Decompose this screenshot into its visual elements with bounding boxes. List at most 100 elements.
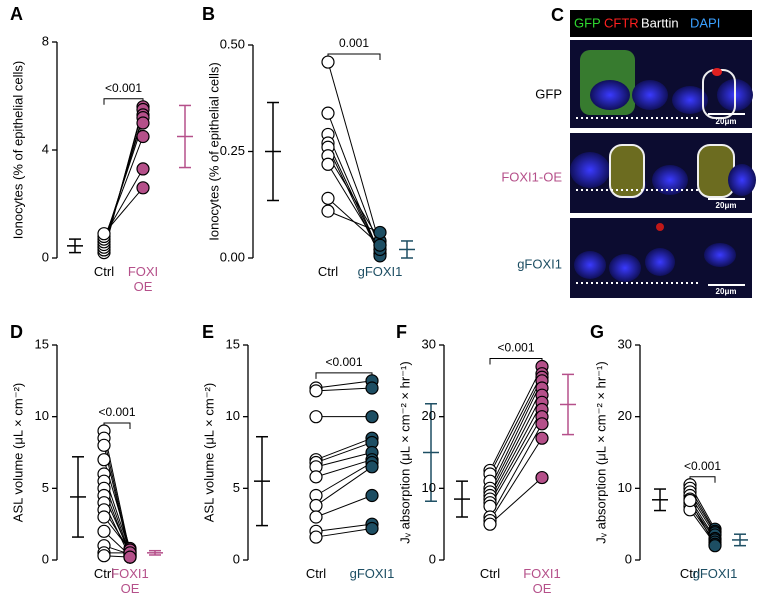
treated-point [535, 431, 549, 445]
treated-point [365, 381, 379, 395]
y-tick-label: 5 [233, 480, 240, 495]
pair-line [315, 380, 373, 389]
treated-point [136, 129, 150, 144]
treated-point [136, 181, 150, 195]
pair-line [489, 394, 543, 496]
y-tick-label: 10 [422, 480, 436, 495]
ctrl-point [309, 510, 323, 524]
pair-line [315, 387, 373, 392]
legend-item: Barttin [641, 15, 679, 30]
pair-line [489, 377, 543, 482]
p-value: <0.001 [684, 459, 721, 473]
pair-line [315, 523, 373, 532]
significance-bracket [489, 358, 543, 365]
y-axis-label: ASL volume (μL × cm⁻²) [10, 383, 25, 522]
treated-point [365, 488, 379, 503]
ctrl-point [309, 410, 323, 424]
x-tick-label: gFOXI1 [349, 566, 395, 581]
cells [570, 50, 756, 282]
treated-point [535, 470, 549, 485]
x-tick-label: Ctrl [93, 566, 115, 581]
pair-line [315, 437, 373, 461]
p-value: <0.001 [105, 81, 142, 95]
pair-line [327, 210, 381, 233]
y-tick-label: 8 [42, 33, 49, 48]
legend-bar [570, 10, 752, 37]
ctrl-point [97, 453, 111, 467]
ctrl-point [321, 106, 335, 120]
panel-letter: B [202, 4, 215, 24]
treated-point [535, 417, 549, 431]
ctrl-point [309, 530, 323, 544]
y-tick-label: 30 [422, 336, 436, 351]
panel-letter: E [202, 322, 214, 342]
scale-bar-label: 20μm [716, 117, 737, 126]
pair-line [315, 452, 373, 468]
pair-line [315, 495, 373, 518]
row-label: GFP [535, 86, 562, 101]
ctrl-point [97, 510, 111, 524]
y-tick-label: 10 [35, 408, 49, 423]
y-axis-label: Ionocytes (% of epithelial cells) [206, 62, 221, 240]
pair-line [315, 441, 373, 464]
x-tick-label: Ctrl [93, 264, 115, 279]
y-tick-label: 0.25 [220, 143, 245, 158]
pair-line [315, 459, 373, 478]
y-tick-label: 4 [42, 141, 49, 156]
ctrl-point [309, 384, 323, 398]
x-tick-label: Ctrl [479, 566, 501, 581]
ctrl-point [321, 157, 335, 171]
pair-line [327, 134, 381, 254]
legend-item: CFTR [604, 15, 639, 30]
y-tick-label: 10 [226, 408, 240, 423]
y-tick-label: 0 [42, 551, 49, 566]
treated-point [365, 460, 379, 474]
y-tick-label: 10 [618, 480, 632, 495]
significance-bracket [315, 372, 373, 379]
pair-line [489, 373, 543, 475]
p-value: <0.001 [325, 355, 362, 369]
pair-line [103, 136, 144, 240]
treated-point [136, 116, 150, 130]
ctrl-point [309, 498, 323, 513]
y-tick-label: 15 [226, 336, 240, 351]
panel-letter: C [551, 5, 564, 25]
y-axis-label: Jᵥ absorption (μL × cm⁻² × hr⁻¹) [593, 361, 608, 543]
ctrl-point [97, 549, 111, 563]
scale-bar-label: 20μm [716, 201, 737, 210]
pair-line [103, 168, 144, 237]
ctrl-point [683, 493, 697, 508]
y-tick-label: 0.50 [220, 36, 245, 51]
pair-line [489, 387, 543, 493]
p-value: <0.001 [98, 405, 135, 419]
panel-letter: F [396, 322, 407, 342]
y-tick-label: 0 [233, 551, 240, 566]
pair-line [327, 164, 381, 250]
y-tick-label: 0 [42, 249, 49, 264]
y-axis-label: ASL volume (μL × cm⁻²) [201, 383, 216, 522]
row-label: FOXI1-OE [501, 169, 562, 184]
x-tick-label: Ctrl [317, 264, 339, 279]
pair-line [315, 527, 373, 538]
x-tick-label: gFOXI1 [692, 566, 738, 581]
x-tick-label: FOXI1 OE [111, 566, 149, 596]
x-tick-label: gFOXI1 [357, 264, 403, 279]
p-value: 0.001 [339, 36, 369, 50]
pair-line [489, 477, 543, 525]
ctrl-point [321, 204, 335, 218]
y-tick-label: 0.00 [220, 249, 245, 264]
x-tick-label: Ctrl [305, 566, 327, 581]
y-tick-label: 15 [35, 336, 49, 351]
pair-line [489, 402, 543, 500]
pair-line [489, 409, 543, 503]
scale-bar-label: 20μm [716, 287, 737, 296]
treated-point [365, 521, 379, 536]
treated-point [373, 225, 387, 240]
legend-item: DAPI [690, 15, 720, 30]
ctrl-point [321, 55, 335, 69]
treated-point [123, 550, 137, 564]
y-tick-label: 20 [618, 408, 632, 423]
y-tick-label: 20 [422, 408, 436, 423]
